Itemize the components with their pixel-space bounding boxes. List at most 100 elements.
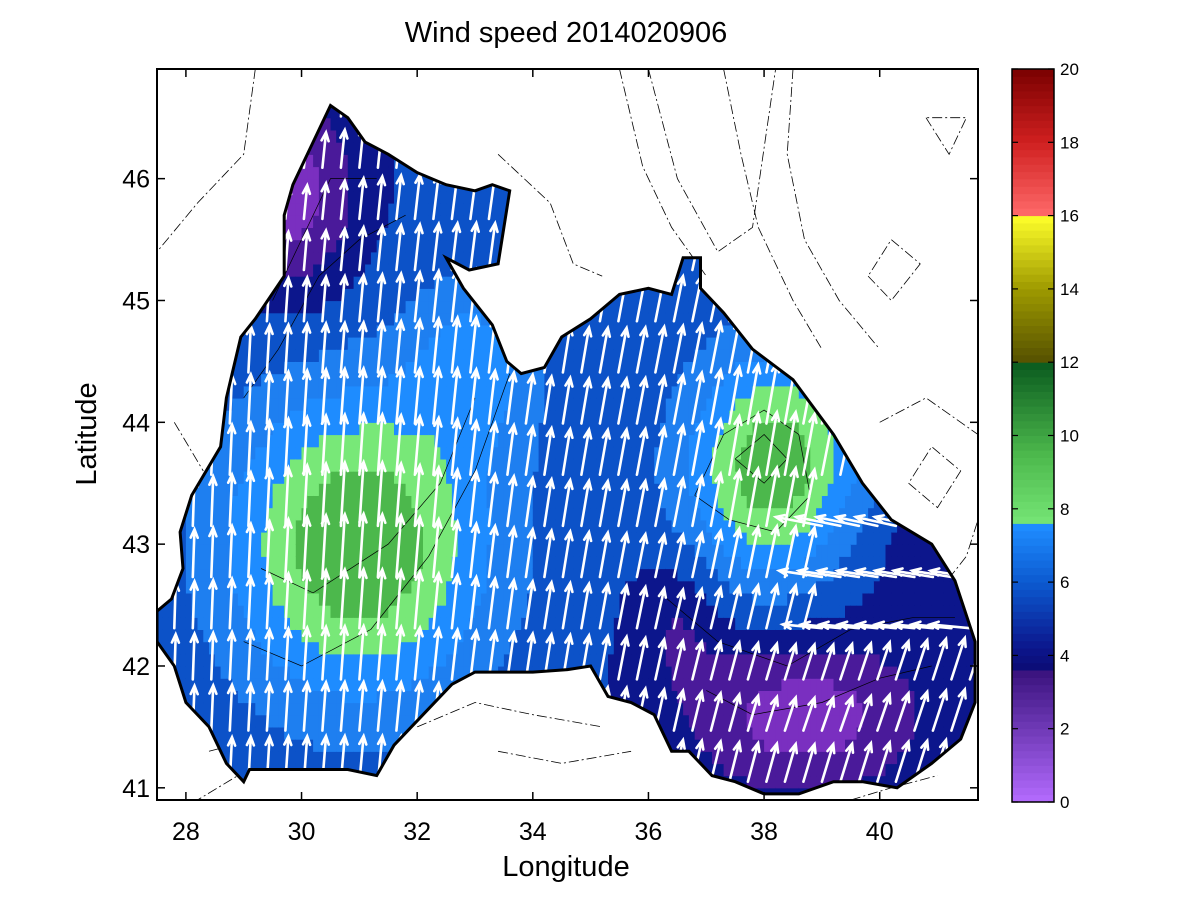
land-isoline — [723, 69, 823, 350]
field-cell — [590, 617, 597, 630]
field-cell — [382, 519, 389, 533]
field-cell — [278, 397, 285, 411]
field-cell — [446, 653, 453, 667]
field-cell — [324, 592, 332, 606]
field-cell — [266, 702, 274, 716]
field-cell — [573, 324, 580, 338]
field-cell — [625, 507, 632, 521]
field-cell — [365, 385, 372, 399]
field-cell — [480, 324, 488, 338]
field-cell — [567, 458, 574, 472]
field-cell — [457, 495, 464, 509]
field-cell — [550, 471, 557, 484]
field-cell — [399, 166, 407, 180]
field-cell — [313, 726, 320, 740]
field-cell — [417, 580, 424, 594]
field-cell — [596, 337, 603, 350]
field-cell — [428, 251, 436, 265]
field-cell — [330, 324, 337, 338]
field-cell — [446, 215, 453, 228]
field-cell — [492, 653, 499, 667]
field-cell — [446, 337, 453, 350]
field-cell — [463, 592, 470, 606]
field-cell — [295, 373, 303, 387]
field-cell — [515, 568, 522, 582]
field-cell — [405, 678, 412, 691]
field-cell — [249, 678, 256, 691]
field-cell — [307, 312, 314, 326]
field-cell — [203, 580, 210, 594]
field-cell — [631, 666, 638, 679]
field-cell — [394, 580, 401, 594]
field-cell — [434, 507, 441, 521]
field-cell — [376, 178, 384, 192]
field-cell — [596, 495, 603, 509]
field-cell — [376, 373, 384, 387]
field-cell — [590, 349, 597, 362]
field-cell — [220, 629, 227, 643]
field-cell — [336, 251, 343, 265]
field-cell — [249, 653, 256, 667]
field-cell — [278, 714, 285, 728]
field-cell — [301, 166, 308, 180]
field-cell — [515, 434, 522, 448]
field-cell — [278, 605, 285, 618]
field-cell — [446, 532, 453, 545]
field-cell — [295, 446, 303, 460]
field-cell — [457, 580, 464, 594]
field-cell — [272, 653, 279, 667]
field-cell — [336, 203, 343, 216]
field-cell — [631, 410, 638, 423]
field-cell — [336, 142, 343, 155]
field-cell — [446, 446, 453, 460]
field-cell — [295, 190, 303, 204]
field-cell — [596, 556, 603, 570]
field-cell — [423, 629, 430, 643]
field-cell — [388, 714, 395, 728]
field-cell — [388, 422, 395, 436]
field-cell — [237, 726, 245, 740]
field-cell — [475, 385, 482, 399]
field-cell — [342, 385, 349, 399]
field-cell — [399, 495, 407, 509]
field-cell — [243, 666, 251, 679]
field-cell — [463, 483, 470, 496]
field-cell — [370, 227, 378, 241]
field-cell — [405, 471, 412, 484]
field-cell — [272, 471, 279, 484]
field-cell — [596, 422, 603, 436]
field-cell — [388, 324, 395, 338]
field-cell — [313, 446, 320, 460]
field-cell — [423, 263, 430, 277]
field-cell — [457, 410, 464, 423]
field-cell — [405, 349, 412, 362]
field-cell — [365, 617, 372, 630]
field-cell — [446, 239, 453, 253]
field-cell — [278, 349, 285, 362]
field-cell — [278, 556, 285, 570]
field-cell — [342, 434, 349, 448]
field-cell — [232, 361, 239, 375]
field-cell — [480, 483, 488, 496]
field-cell — [532, 580, 540, 594]
field-cell — [214, 726, 222, 740]
field-cell — [555, 556, 563, 570]
field-cell — [573, 641, 580, 655]
field-cell — [347, 507, 355, 521]
field-cell — [157, 617, 164, 630]
field-cell — [394, 385, 401, 399]
field-cell — [336, 556, 343, 570]
field-cell — [365, 361, 372, 375]
field-cell — [596, 410, 603, 423]
field-cell — [492, 617, 499, 630]
field-cell — [498, 641, 505, 655]
field-cell — [446, 434, 453, 448]
field-cell — [180, 653, 187, 667]
field-cell — [619, 580, 626, 594]
field-cell — [463, 641, 470, 655]
field-cell — [584, 544, 592, 557]
field-cell — [347, 544, 355, 557]
field-cell — [382, 592, 389, 606]
field-cell — [532, 434, 540, 448]
field-cell — [382, 446, 389, 460]
